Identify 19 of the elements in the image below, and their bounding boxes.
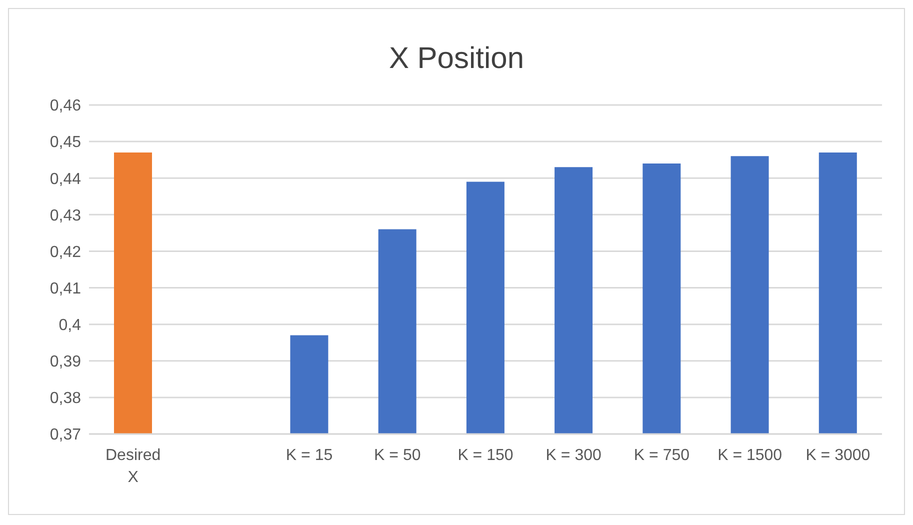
x-tick-label: Desired X (105, 447, 161, 486)
y-tick-label: 0,37 (50, 426, 82, 444)
y-tick-label: 0,44 (50, 170, 82, 188)
x-tick-label: K = 3000 (806, 447, 870, 464)
y-tick-label: 0,43 (50, 207, 82, 224)
x-tick-label: K = 1500 (718, 447, 782, 464)
x-tick-label: K = 300 (546, 447, 602, 464)
y-tick-label: 0,4 (58, 317, 82, 334)
y-tick-label: 0,38 (50, 390, 82, 408)
x-tick-label: K = 50 (374, 447, 421, 464)
y-tick-label: 0,45 (50, 134, 82, 152)
x-tick-label: K = 15 (286, 447, 333, 464)
y-tick-label: 0,41 (50, 280, 82, 298)
x-tick-label: K = 750 (634, 447, 690, 464)
y-tick-label: 0,42 (50, 244, 82, 261)
chart-title: X Position (388, 41, 526, 77)
y-tick-label: 0,39 (50, 354, 82, 371)
x-tick-label: K = 150 (458, 447, 514, 464)
y-tick-label: 0,46 (50, 98, 82, 115)
